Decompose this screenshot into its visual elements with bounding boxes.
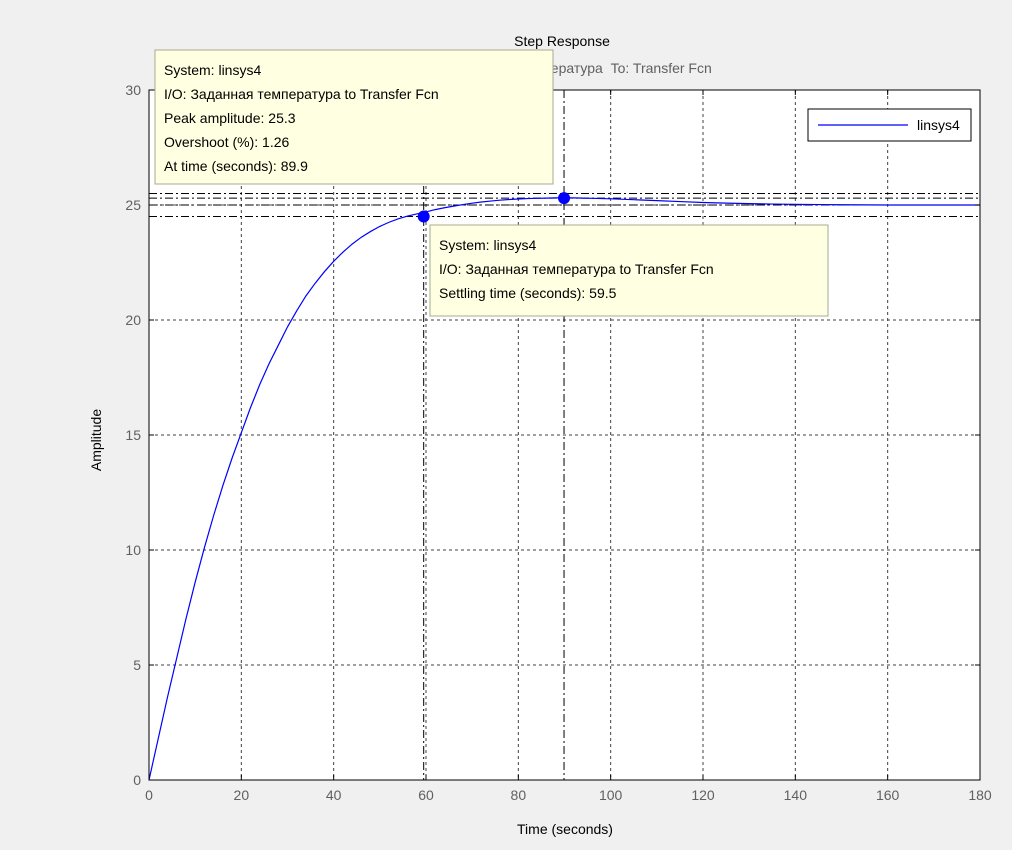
x-tick-label: 60: [418, 787, 434, 803]
series-line-linsys4[interactable]: [148, 197, 980, 781]
y-tick-label: 10: [125, 542, 141, 558]
y-tick-label: 15: [125, 427, 141, 443]
x-axis-label: Time (seconds): [517, 821, 613, 837]
y-tick-label: 5: [133, 657, 141, 673]
y-tick-label: 30: [125, 82, 141, 98]
datatip-line: Overshoot (%): 1.26: [164, 134, 289, 150]
ticks: 0 20 40 60 80 100 120 140 160 180 0 5 10 15 20 25 30: [125, 82, 991, 803]
legend[interactable]: linsys4: [807, 108, 972, 142]
x-tick-label: 160: [876, 787, 900, 803]
datatip-line: System: linsys4: [164, 62, 261, 78]
datatip-line: I/O: Заданная температура to Transfer Fc…: [164, 86, 439, 102]
datatip-box: [429, 224, 829, 317]
datatips: System: linsys4 I/O: Заданная температура…: [154, 49, 829, 317]
y-tick-label: 20: [125, 312, 141, 328]
datatip-box: [154, 49, 554, 185]
chart-title: Step Response: [514, 33, 610, 49]
markers: [417, 192, 571, 223]
datatip-line: At time (seconds): 89.9: [164, 158, 308, 174]
datatip-settling[interactable]: System: linsys4 I/O: Заданная температура…: [429, 224, 829, 317]
datatip-line: I/O: Заданная температура to Transfer Fc…: [439, 261, 714, 277]
y-tick-label: 0: [133, 772, 141, 788]
y-axis-label: Amplitude: [88, 409, 104, 471]
legend-label-linsys4: linsys4: [917, 117, 960, 133]
x-tick-label: 120: [691, 787, 715, 803]
x-tick-label: 80: [511, 787, 527, 803]
x-tick-label: 100: [599, 787, 623, 803]
peak-marker[interactable]: [558, 192, 571, 205]
datatip-line: Settling time (seconds): 59.5: [439, 285, 617, 301]
x-tick-label: 20: [234, 787, 250, 803]
x-tick-label: 40: [326, 787, 342, 803]
datatip-peak[interactable]: System: linsys4 I/O: Заданная температура…: [154, 49, 554, 185]
series-layer: [148, 197, 980, 781]
x-tick-label: 180: [968, 787, 992, 803]
y-tick-label: 25: [125, 197, 141, 213]
x-tick-label: 0: [145, 787, 153, 803]
datatip-line: Peak amplitude: 25.3: [164, 110, 296, 126]
x-tick-label: 140: [784, 787, 808, 803]
datatip-line: System: linsys4: [439, 237, 536, 253]
axes: 0 20 40 60 80 100 120 140 160 180 0 5 10 15 20 25 30: [125, 82, 991, 803]
settling-marker[interactable]: [417, 210, 430, 223]
